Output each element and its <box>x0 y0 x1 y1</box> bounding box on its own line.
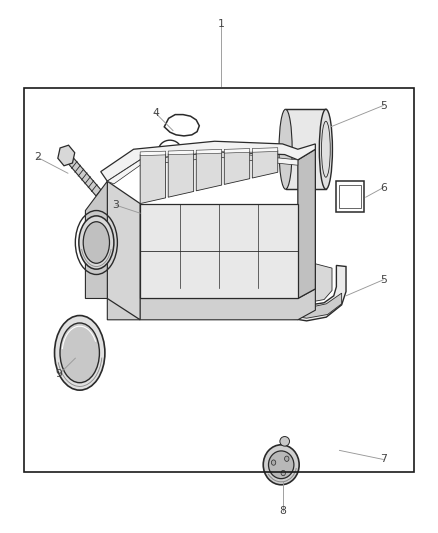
Bar <box>24 88 414 472</box>
Ellipse shape <box>281 470 286 475</box>
Text: 5: 5 <box>380 275 387 285</box>
Ellipse shape <box>54 316 105 390</box>
Polygon shape <box>196 152 222 191</box>
Polygon shape <box>252 150 278 178</box>
Polygon shape <box>140 204 298 298</box>
Text: 7: 7 <box>380 455 387 464</box>
Polygon shape <box>224 149 250 153</box>
Polygon shape <box>101 141 315 181</box>
Ellipse shape <box>272 460 276 465</box>
Polygon shape <box>168 153 194 197</box>
Polygon shape <box>107 181 140 320</box>
Ellipse shape <box>60 323 99 383</box>
Ellipse shape <box>319 109 332 189</box>
Polygon shape <box>284 293 342 318</box>
Text: 8: 8 <box>279 506 286 515</box>
Ellipse shape <box>268 451 294 479</box>
Polygon shape <box>224 151 250 184</box>
Text: 6: 6 <box>380 183 387 192</box>
Polygon shape <box>196 149 222 154</box>
Polygon shape <box>67 157 101 196</box>
Polygon shape <box>85 181 107 298</box>
Polygon shape <box>168 150 194 155</box>
Polygon shape <box>107 289 315 320</box>
Ellipse shape <box>83 222 110 263</box>
Text: 1: 1 <box>218 19 225 29</box>
Ellipse shape <box>79 216 114 269</box>
Text: 9: 9 <box>56 369 63 379</box>
Ellipse shape <box>263 445 299 485</box>
Polygon shape <box>279 254 332 303</box>
Polygon shape <box>140 151 166 156</box>
Polygon shape <box>140 154 166 204</box>
Ellipse shape <box>279 109 292 189</box>
Ellipse shape <box>280 437 290 446</box>
Ellipse shape <box>285 456 289 462</box>
Polygon shape <box>58 145 75 166</box>
Text: 4: 4 <box>152 108 159 118</box>
Text: 5: 5 <box>380 101 387 110</box>
Text: 2: 2 <box>34 152 41 162</box>
Polygon shape <box>286 109 326 189</box>
Text: 3: 3 <box>113 200 120 210</box>
Polygon shape <box>252 148 278 152</box>
Polygon shape <box>298 149 315 298</box>
Polygon shape <box>274 251 346 321</box>
Polygon shape <box>107 152 298 184</box>
